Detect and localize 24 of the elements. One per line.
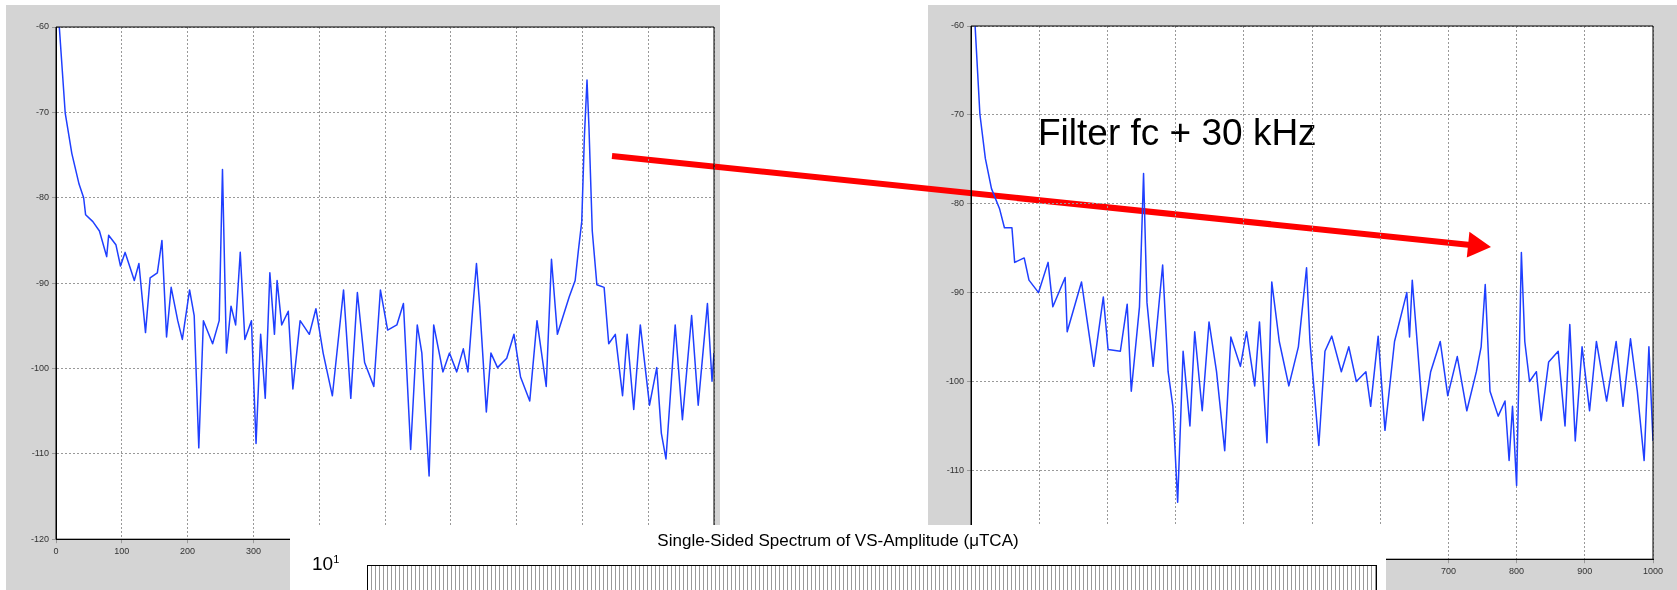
x-tick-label: 300	[245, 546, 261, 557]
x-tick-label: 0	[53, 546, 59, 557]
y-tick-label: -100	[31, 362, 50, 373]
y-tick-label: -110	[31, 448, 50, 459]
text: 10$^{1}$	[312, 553, 340, 576]
text: Single-Sided Spectrum of VS-Amplitude (μTCA)	[656, 531, 1020, 551]
y-tick-label: -110	[946, 464, 965, 475]
x-tick-label: 800	[1509, 566, 1525, 577]
y-tick-label: -60	[36, 21, 50, 32]
x-tick-label: 700	[1440, 566, 1456, 577]
x-tick-label: 200	[180, 546, 196, 557]
y-tick-label: -90	[36, 277, 50, 288]
annotation: Filter fc + 30 kHz	[1038, 112, 1317, 154]
y-tick-label: -100	[946, 375, 965, 386]
x-tick-label: 100	[114, 546, 130, 557]
x-tick-label: 900	[1577, 566, 1593, 577]
y-tick-label: -80	[951, 198, 965, 209]
x-tick-label: 1000	[1642, 566, 1664, 577]
y-tick-label: -120	[31, 533, 50, 544]
y-tick-label: -80	[36, 192, 50, 203]
y-tick-label: -70	[36, 106, 50, 117]
y-tick-label: -90	[951, 287, 965, 298]
y-tick-label: -70	[951, 109, 965, 120]
y-tick-label: -60	[951, 20, 965, 31]
